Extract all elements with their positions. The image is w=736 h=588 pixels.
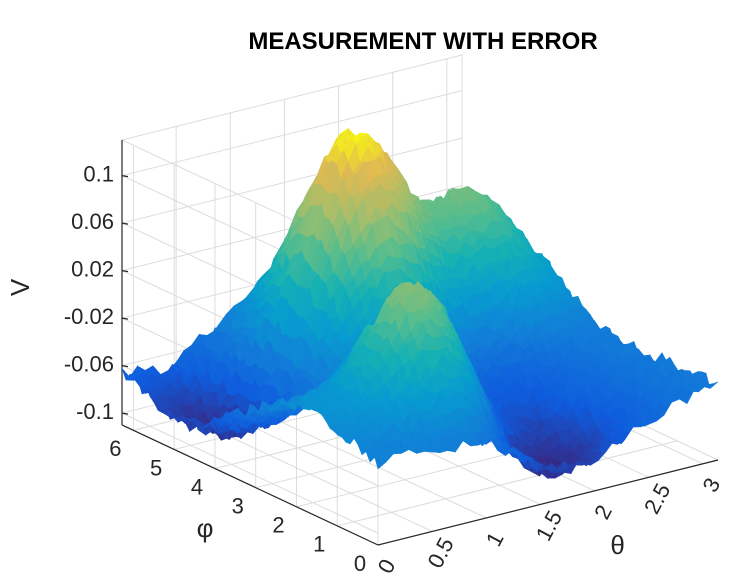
floor-grid-line	[337, 440, 678, 527]
theta-tick-label: 1.5	[531, 506, 567, 545]
v-tick-label: 0.06	[71, 209, 114, 234]
chart-title: MEASUREMENT WITH ERROR	[248, 28, 598, 55]
phi-axis-label: φ	[197, 513, 214, 543]
wall-grid-line	[121, 137, 463, 224]
box-edge	[121, 54, 463, 141]
v-tick-label: -0.02	[64, 304, 114, 329]
theta-tick-label: 2	[589, 501, 617, 524]
v-tick-label: -0.06	[64, 351, 114, 376]
v-tick-label: 0.1	[83, 161, 114, 186]
v-tick-label: -0.1	[76, 399, 114, 424]
v-tick-mark	[121, 317, 129, 320]
phi-tick-label: 1	[313, 532, 325, 557]
phi-tick-label: 0	[354, 551, 366, 576]
phi-tick-label: 4	[191, 474, 203, 499]
theta-tick-label: 0.5	[422, 533, 458, 572]
v-axis-label: V	[5, 278, 35, 296]
v-tick-mark	[121, 222, 129, 225]
axes-layer	[121, 140, 719, 546]
v-tick-mark	[121, 365, 129, 368]
v-tick-label: 0.02	[71, 256, 114, 281]
theta-tick-label: 3	[697, 474, 725, 497]
surface-patch	[705, 381, 719, 389]
theta-axis-line	[377, 459, 719, 546]
theta-tick-label: 2.5	[639, 479, 675, 518]
surface-layer	[121, 127, 719, 479]
phi-tick-label: 5	[150, 455, 162, 480]
theta-tick-label: 1	[481, 528, 509, 551]
v-tick-mark	[121, 175, 129, 178]
wall-grid-line	[121, 90, 463, 177]
v-tick-mark	[121, 270, 129, 273]
theta-axis-label: θ	[610, 530, 624, 560]
wall-grid-line	[121, 412, 379, 534]
phi-tick-label: 2	[272, 513, 284, 538]
v-tick-mark	[121, 412, 129, 415]
phi-axis-line	[121, 424, 379, 546]
theta-tick-label: 0	[373, 555, 401, 578]
phi-tick-label: 6	[109, 436, 121, 461]
phi-tick-label: 3	[232, 493, 244, 518]
